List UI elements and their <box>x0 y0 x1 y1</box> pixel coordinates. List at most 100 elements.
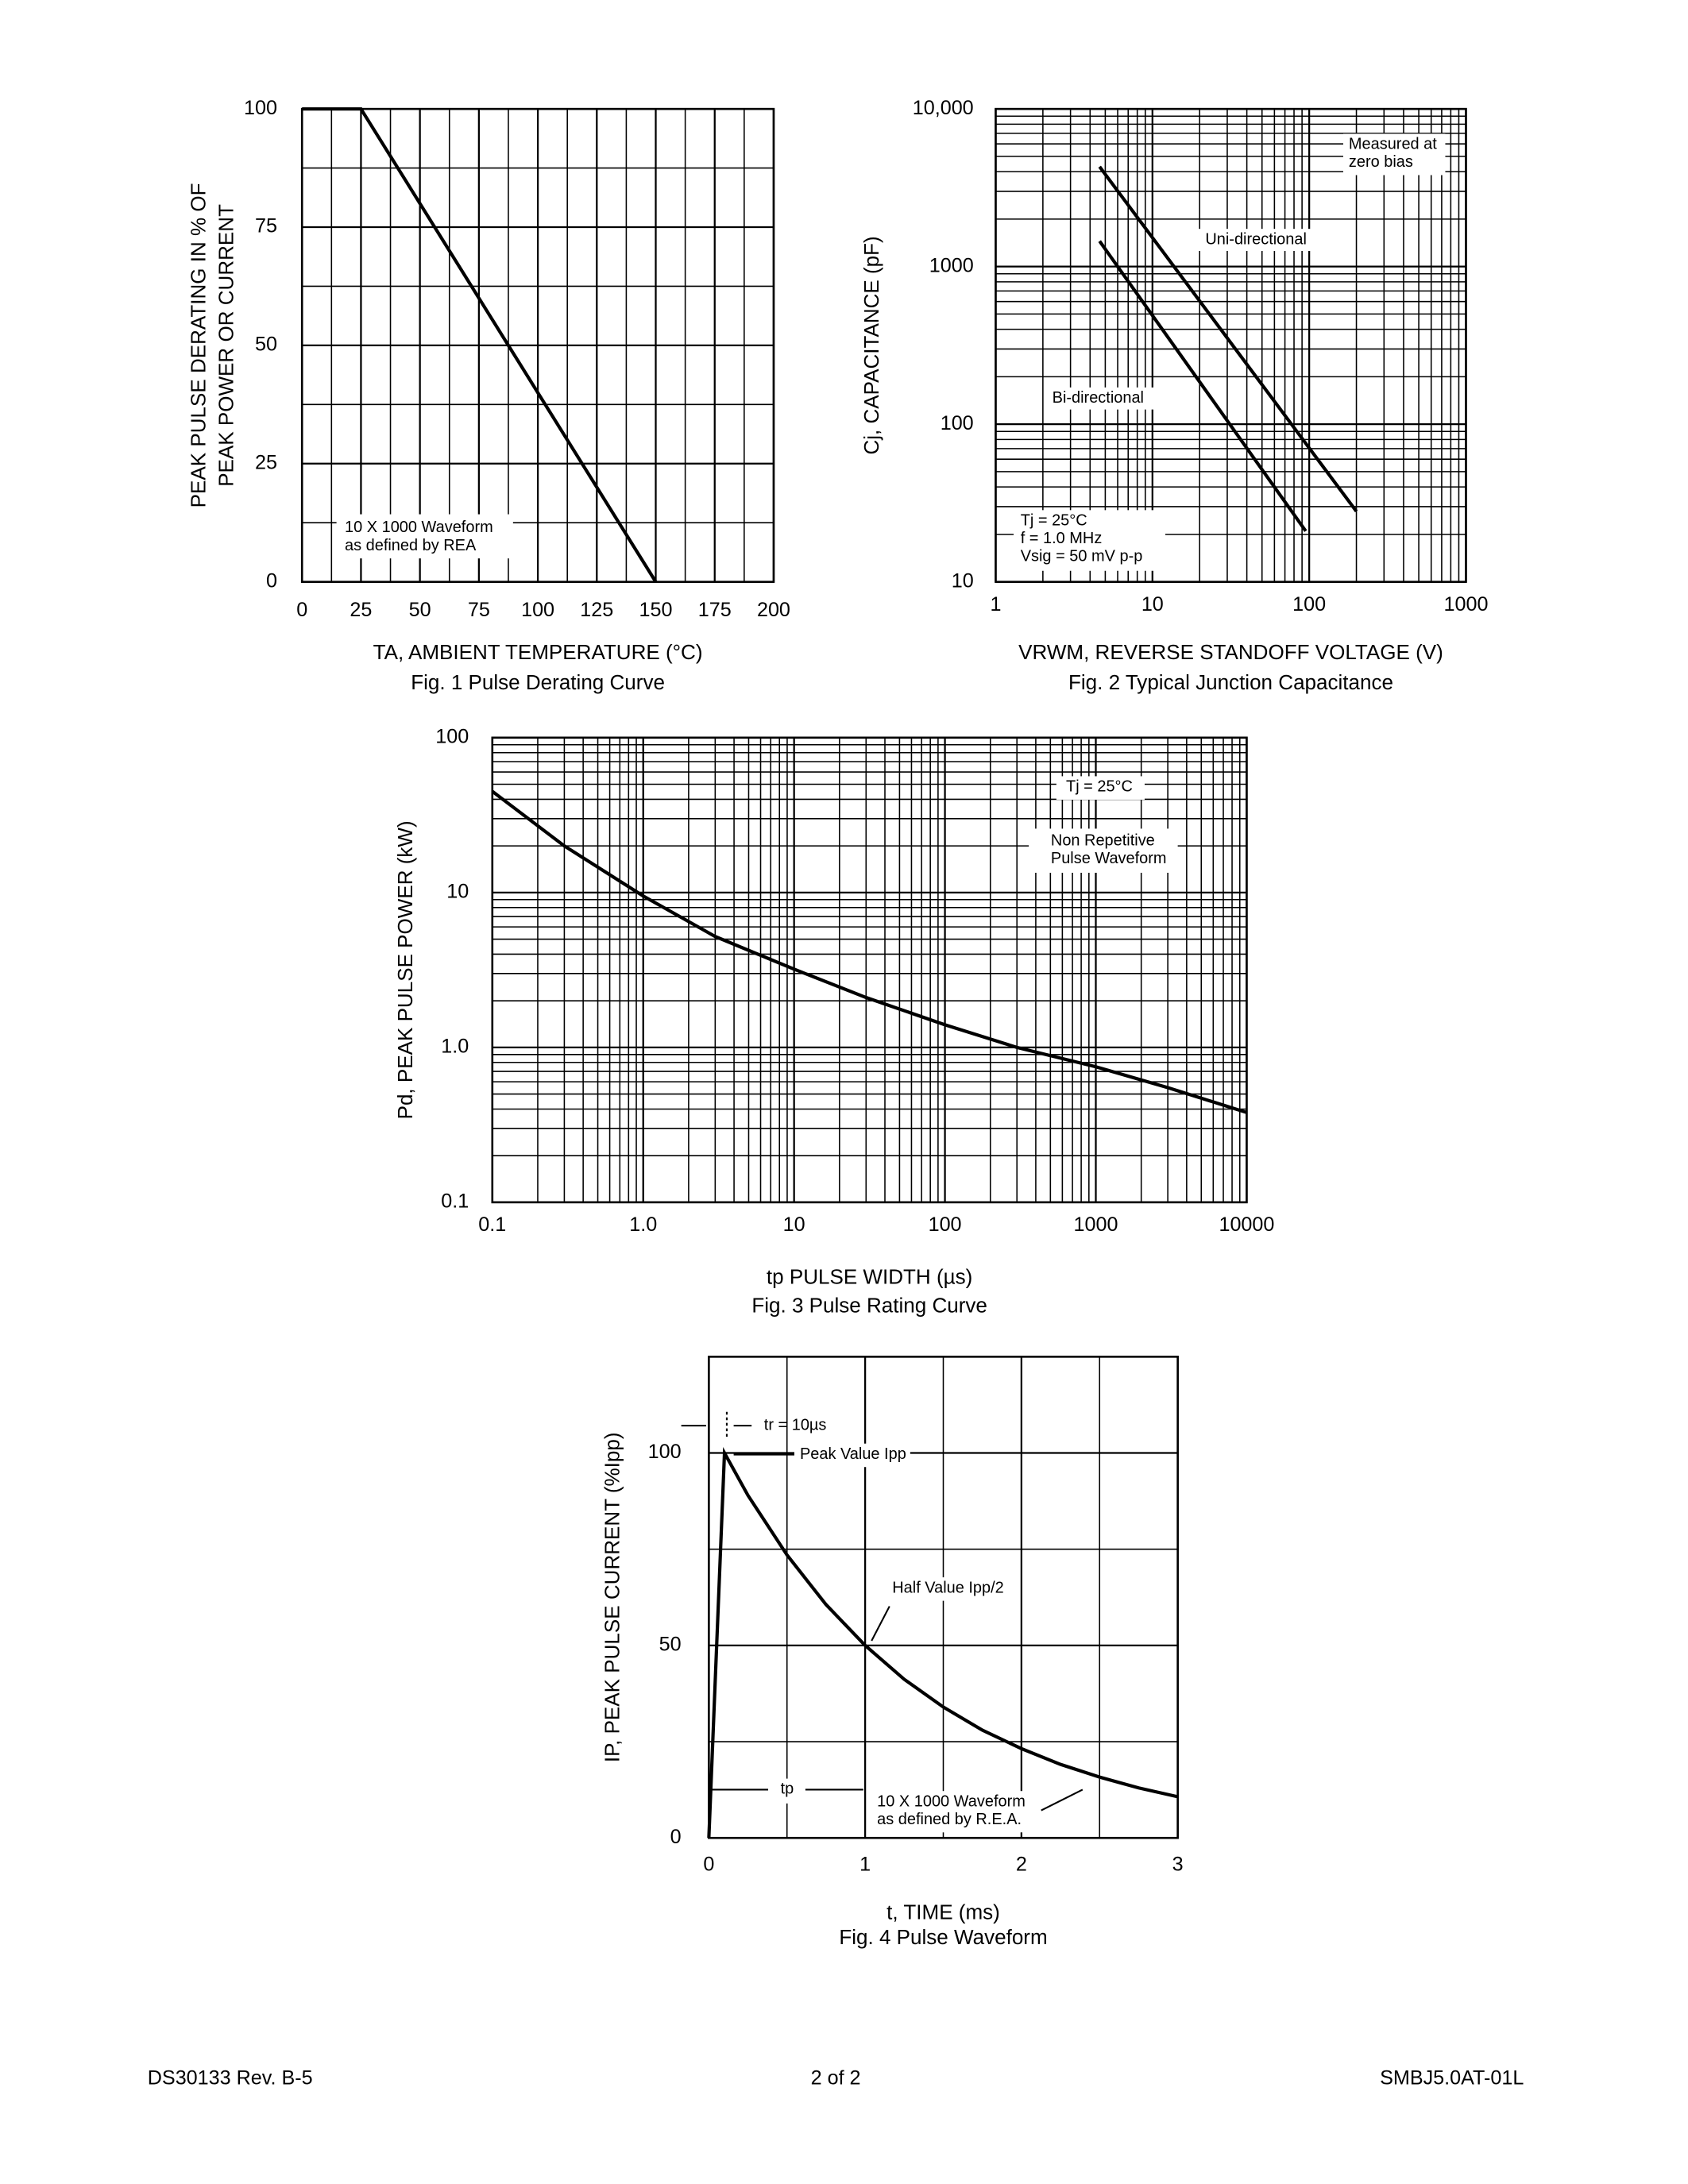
series-label-box <box>1044 387 1157 410</box>
x-tick-label: 175 <box>698 599 732 621</box>
y-axis-label: PEAK PULSE DERATING IN % OF <box>187 183 211 507</box>
annotation-box <box>794 1443 910 1468</box>
y-tick-label: 0 <box>266 569 277 592</box>
annotation: Non Repetitive <box>1051 832 1155 849</box>
fig4-arrows <box>681 1411 1083 1812</box>
x-tick-label: 150 <box>639 599 673 621</box>
annotation: Peak Value Ipp <box>800 1445 906 1463</box>
plot-frame <box>995 107 1467 583</box>
y-tick-label: 100 <box>244 97 277 119</box>
footer-right: SMBJ5.0AT-01L <box>1380 2067 1524 2089</box>
y-axis-label: PEAK POWER OR CURRENT <box>214 204 238 487</box>
x-axis-label: tp PULSE WIDTH (µs) <box>767 1264 972 1288</box>
plot-frame <box>300 107 775 583</box>
x-axis-label: t, TIME (ms) <box>886 1900 1000 1924</box>
annotation: as defined by REA <box>345 537 477 554</box>
annotation-box <box>1056 776 1145 800</box>
y-tick-label: 25 <box>255 451 277 473</box>
annotation: tp <box>781 1781 794 1798</box>
x-tick-label: 1 <box>859 1854 871 1876</box>
x-tick-label: 1000 <box>1444 593 1489 615</box>
x-tick-label: 1.0 <box>629 1214 657 1236</box>
y-tick-label: 0.1 <box>441 1190 469 1213</box>
plot-frame <box>491 736 1248 1204</box>
series-label-box <box>1196 229 1322 251</box>
series-line <box>491 789 1248 1114</box>
x-tick-label: 1000 <box>1074 1214 1118 1236</box>
figure-caption: Fig. 1 Pulse Derating Curve <box>411 670 665 694</box>
footer-left: DS30133 Rev. B-5 <box>148 2067 313 2089</box>
y-tick-label: 100 <box>648 1441 682 1463</box>
annotation-box <box>1014 510 1166 571</box>
x-tick-label: 1 <box>990 593 1001 615</box>
y-tick-label: 0 <box>670 1826 682 1848</box>
footer-center: 2 of 2 <box>811 2067 861 2089</box>
x-tick-label: 10000 <box>1219 1214 1274 1236</box>
x-tick-label: 0.1 <box>478 1214 506 1236</box>
annotation: 10 X 1000 Waveform <box>877 1792 1026 1810</box>
annotation: f = 1.0 MHz <box>1021 530 1103 547</box>
y-tick-label: 100 <box>941 412 974 434</box>
plot-frame <box>708 1356 1179 1839</box>
arrow <box>871 1606 890 1642</box>
y-tick-label: 75 <box>255 215 277 237</box>
series-line <box>302 107 658 583</box>
x-tick-label: 10 <box>1141 593 1164 615</box>
y-tick-label: 50 <box>659 1634 682 1656</box>
annotation: Half Value Ipp/2 <box>892 1579 1003 1596</box>
x-tick-label: 75 <box>468 599 490 621</box>
series-line <box>1098 240 1308 532</box>
y-tick-label: 10,000 <box>913 97 974 119</box>
x-tick-label: 0 <box>703 1854 714 1876</box>
x-tick-label: 0 <box>296 599 307 621</box>
y-tick-label: 10 <box>952 569 974 592</box>
chart: 0.1 1.0 10 100 1000 10000 0.1 1.0 10 100 Tj = 25°C… <box>393 725 1274 1317</box>
series-label: Bi-directional <box>1053 389 1144 407</box>
annotation: 10 X 1000 Waveform <box>345 519 493 536</box>
annotation: Tj = 25°C <box>1021 512 1087 530</box>
y-tick-label: 10 <box>446 880 469 902</box>
x-tick-label: 125 <box>580 599 613 621</box>
y-axis-label: IP, PEAK PULSE CURRENT (%Ipp) <box>600 1432 624 1762</box>
figure-caption: Fig. 3 Pulse Rating Curve <box>751 1294 987 1318</box>
annotation: Pulse Waveform <box>1051 850 1167 867</box>
x-tick-label: 3 <box>1172 1854 1184 1876</box>
chart: 0 1 2 3 0 50 100 tr = 10µs Peak Value Ipp Half Va… <box>600 1356 1184 1949</box>
y-tick-label: 1.0 <box>441 1036 469 1058</box>
y-tick-label: 50 <box>255 334 277 356</box>
annotation: zero bias <box>1349 153 1413 171</box>
x-tick-label: 100 <box>521 599 554 621</box>
y-axis-label: Pd, PEAK PULSE POWER (kW) <box>393 820 417 1119</box>
annotation-box <box>1029 828 1178 873</box>
annotation: Measured at <box>1349 136 1437 153</box>
annotation-box <box>871 1791 1041 1833</box>
annotation: as defined by R.E.A. <box>877 1811 1022 1828</box>
arrow <box>1041 1788 1083 1812</box>
x-tick-label: 2 <box>1016 1854 1027 1876</box>
chart: 1 10 100 1000 10 100 1000 10,000 Measured atzero… <box>859 97 1489 694</box>
x-tick-label: 10 <box>783 1214 805 1236</box>
y-tick-label: 1000 <box>929 254 974 276</box>
figure-caption: Fig. 4 Pulse Waveform <box>839 1925 1047 1949</box>
series-line <box>707 1446 1179 1839</box>
annotation-box <box>1342 133 1446 176</box>
figure-caption: Fig. 2 Typical Junction Capacitance <box>1068 670 1393 694</box>
chart: 0 25 50 75 100 125 150 175 200 0 25 50 75 100 10 X 100… <box>187 97 790 694</box>
annotation: Tj = 25°C <box>1066 778 1133 796</box>
annotation: Vsig = 50 mV p-p <box>1021 548 1143 565</box>
annotation-box <box>771 1778 802 1804</box>
series-label: Uni-directional <box>1205 230 1307 248</box>
x-axis-label: TA, AMBIENT TEMPERATURE (°C) <box>373 640 703 664</box>
x-tick-label: 50 <box>409 599 431 621</box>
x-axis-label: VRWM, REVERSE STANDOFF VOLTAGE (V) <box>1018 640 1443 664</box>
x-tick-label: 100 <box>929 1214 962 1236</box>
x-tick-label: 200 <box>757 599 790 621</box>
x-tick-label: 25 <box>350 599 372 621</box>
annotation-box <box>886 1577 1019 1601</box>
series-line <box>1098 165 1358 513</box>
y-tick-label: 100 <box>435 725 469 747</box>
annotation: tr = 10µs <box>764 1416 827 1433</box>
